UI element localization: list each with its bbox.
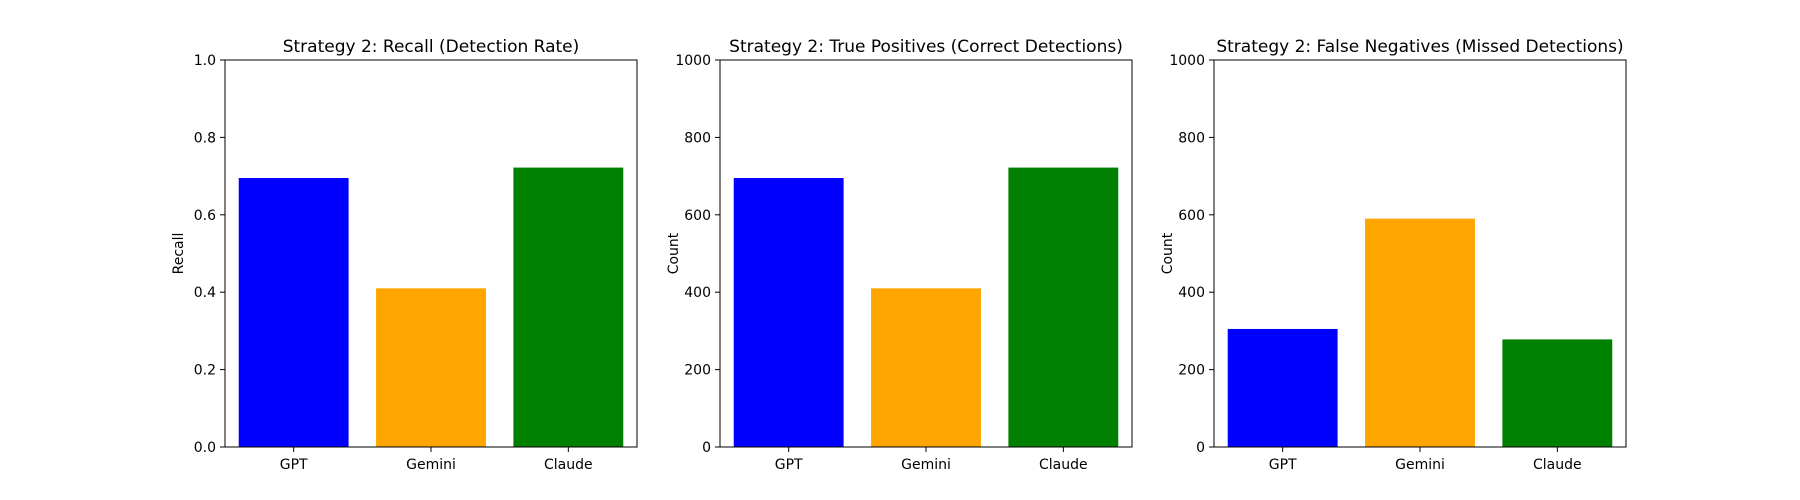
chart-1: Strategy 2: Recall (Detection Rate) 0.0 0.… [171,37,638,473]
x-tick-label: GPT [280,457,308,473]
y-tick-label: 400 [684,285,711,301]
y-tick-label: 0.6 [194,208,216,224]
y-tick-label: 600 [1178,208,1205,224]
x-tick-label: Gemini [901,457,951,473]
bar-claude [1008,167,1119,447]
bar-gemini [376,288,486,447]
y-axis-label: Count [1160,232,1176,274]
x-tick-label: Claude [544,457,593,473]
y-tick-label: 1000 [1169,53,1205,69]
bar-claude [513,167,624,447]
y-tick-label: 400 [1178,285,1205,301]
y-tick-label: 800 [1178,130,1205,146]
y-tick-label: 1000 [675,53,711,69]
chart-title: Strategy 2: True Positives (Correct Dete… [729,37,1123,57]
bar-gpt [238,178,349,447]
y-tick-label: 600 [684,208,711,224]
y-tick-label: 0.8 [194,130,216,146]
bar-gpt [1227,328,1338,447]
chart-title: Strategy 2: False Negatives (Missed Dete… [1216,37,1623,57]
x-tick-label: Claude [1039,457,1088,473]
x-tick-label: Gemini [406,457,456,473]
x-tick-label: Gemini [1395,457,1445,473]
y-axis-label: Count [666,232,682,274]
y-axis-label: Recall [171,233,187,275]
y-tick-label: 0.2 [194,363,216,379]
chart-3: Strategy 2: False Negatives (Missed Dete… [1160,37,1627,473]
plot-frame [1213,59,1627,448]
bar-gemini [1365,218,1475,447]
chart-2: Strategy 2: True Positives (Correct Dete… [666,37,1133,473]
x-tick-label: Claude [1533,457,1582,473]
y-tick-label: 0.4 [194,285,216,301]
plot-frame [719,59,1133,448]
plot-frame [224,59,638,448]
x-tick-label: GPT [1269,457,1297,473]
bar-gpt [733,178,844,447]
y-tick-label: 1.0 [194,53,216,69]
bar-claude [1502,339,1613,447]
y-tick-label: 200 [684,363,711,379]
y-tick-label: 0 [1196,440,1205,456]
y-tick-label: 0.0 [194,440,216,456]
chart-title: Strategy 2: Recall (Detection Rate) [283,37,580,57]
y-tick-label: 800 [684,130,711,146]
y-tick-label: 0 [702,440,711,456]
x-tick-label: GPT [775,457,803,473]
bar-gemini [871,288,981,447]
y-tick-label: 200 [1178,363,1205,379]
